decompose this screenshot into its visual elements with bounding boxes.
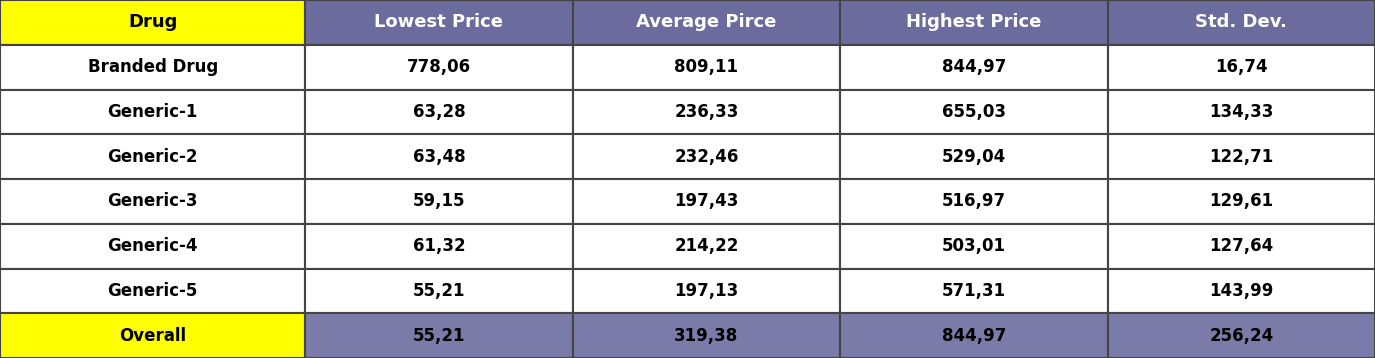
Bar [0,45,305,90]
Text: Generic-2: Generic-2 [107,147,198,166]
Text: 844,97: 844,97 [942,326,1006,345]
Text: 129,61: 129,61 [1209,192,1273,211]
Text: 16,74: 16,74 [1216,58,1268,76]
Bar [1108,45,1375,90]
Bar [305,134,572,179]
Bar [0,179,305,224]
Text: 809,11: 809,11 [674,58,738,76]
Bar [840,179,1108,224]
Bar [1108,90,1375,134]
Bar [305,45,572,90]
Bar [840,224,1108,268]
Text: Generic-3: Generic-3 [107,192,198,211]
Bar [840,268,1108,313]
Bar [840,90,1108,134]
Text: 127,64: 127,64 [1209,237,1273,255]
Text: 214,22: 214,22 [674,237,738,255]
Text: Generic-4: Generic-4 [107,237,198,255]
Text: 655,03: 655,03 [942,103,1006,121]
Text: Overall: Overall [120,326,186,345]
Text: 63,28: 63,28 [412,103,465,121]
Bar [305,0,572,45]
Bar [0,90,305,134]
Bar [1108,134,1375,179]
Bar [305,313,572,358]
Bar [572,268,840,313]
Text: 503,01: 503,01 [942,237,1006,255]
Bar [1108,313,1375,358]
Text: 197,43: 197,43 [674,192,738,211]
Bar [840,313,1108,358]
Text: 197,13: 197,13 [674,282,738,300]
Bar [305,90,572,134]
Text: 516,97: 516,97 [942,192,1006,211]
Text: 319,38: 319,38 [674,326,738,345]
Bar [305,224,572,268]
Bar [305,179,572,224]
Bar [572,90,840,134]
Bar [840,0,1108,45]
Bar [1108,0,1375,45]
Text: Drug: Drug [128,13,177,32]
Text: 529,04: 529,04 [942,147,1006,166]
Bar [840,45,1108,90]
Text: 232,46: 232,46 [674,147,738,166]
Bar [0,268,305,313]
Text: 59,15: 59,15 [412,192,465,211]
Bar [0,224,305,268]
Bar [572,224,840,268]
Bar [0,134,305,179]
Bar [572,313,840,358]
Text: 256,24: 256,24 [1209,326,1273,345]
Text: Std. Dev.: Std. Dev. [1195,13,1287,32]
Bar [572,134,840,179]
Text: 571,31: 571,31 [942,282,1006,300]
Text: 143,99: 143,99 [1209,282,1273,300]
Text: Average Pirce: Average Pirce [637,13,777,32]
Bar [840,134,1108,179]
Text: Highest Price: Highest Price [906,13,1041,32]
Bar [1108,224,1375,268]
Text: Generic-5: Generic-5 [107,282,198,300]
Text: 63,48: 63,48 [412,147,465,166]
Text: 55,21: 55,21 [412,326,465,345]
Text: 134,33: 134,33 [1209,103,1273,121]
Bar [0,0,305,45]
Text: 55,21: 55,21 [412,282,465,300]
Bar [305,268,572,313]
Bar [0,313,305,358]
Bar [1108,268,1375,313]
Bar [572,179,840,224]
Text: Lowest Price: Lowest Price [374,13,503,32]
Text: Generic-1: Generic-1 [107,103,198,121]
Bar [572,0,840,45]
Bar [572,45,840,90]
Text: 844,97: 844,97 [942,58,1006,76]
Text: 122,71: 122,71 [1209,147,1273,166]
Text: 778,06: 778,06 [407,58,472,76]
Text: 236,33: 236,33 [674,103,738,121]
Text: 61,32: 61,32 [412,237,465,255]
Bar [1108,179,1375,224]
Text: Branded Drug: Branded Drug [88,58,217,76]
